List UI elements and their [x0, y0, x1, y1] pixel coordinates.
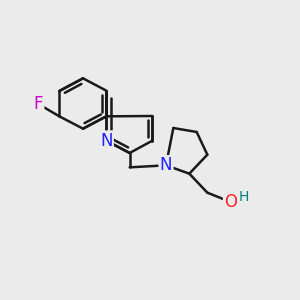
Text: N: N — [160, 156, 172, 174]
Text: F: F — [34, 95, 43, 113]
Text: N: N — [100, 132, 112, 150]
Text: O: O — [224, 193, 237, 211]
Text: H: H — [238, 190, 248, 204]
